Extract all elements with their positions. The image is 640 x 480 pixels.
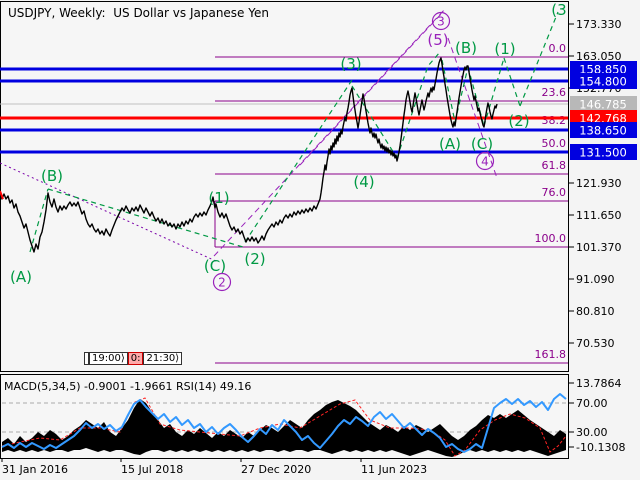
wave-label-A: (A) <box>439 135 461 153</box>
wave-dashed-line-9 <box>483 57 505 127</box>
wave-circle-3 <box>431 11 451 31</box>
wave-dashed-line-11 <box>519 11 559 107</box>
y-tick-91.090: 91.090 <box>576 273 615 286</box>
wave-label-4: (4) <box>353 173 374 191</box>
wave-label-1: (1) <box>494 40 515 58</box>
indicator-tick--10.1308: -10.1308 <box>576 441 625 454</box>
y-tick-121.930: 121.930 <box>576 177 622 190</box>
chart-title: USDJPY, Weekly: US Dollar vs Japanese Ye… <box>8 6 269 20</box>
price-line <box>0 57 498 253</box>
price-badge-131.500 <box>570 144 637 160</box>
wave-dashed-line-8 <box>467 66 485 127</box>
macd-signal-line <box>1 397 567 457</box>
wave-dashed-line-2 <box>47 188 244 248</box>
wave-label-2: (2) <box>508 112 529 130</box>
x-label-27-Dec-2020: 27 Dec 2020 <box>241 463 311 476</box>
indicator-label: MACD(5,34,5) -0.9001 -1.9661 RSI(14) 49.… <box>4 380 252 393</box>
price-badge-text-146.785: 146.785 <box>579 98 627 112</box>
fib-label-0.0: 0.0 <box>549 42 567 55</box>
timer-close-time: 21:30⟩ <box>143 352 183 365</box>
y-tick-80.810: 80.810 <box>576 305 615 318</box>
fib-label-23.6: 23.6 <box>542 86 567 99</box>
price-badge-146.785 <box>570 96 637 112</box>
wave-label-circled-2: 2 <box>218 276 226 290</box>
wave-label-5: (5) <box>427 31 448 49</box>
wave-label-3: (3) <box>340 55 361 73</box>
wave-label-1: (1) <box>208 189 229 207</box>
fib-label-50.0: 50.0 <box>542 137 567 150</box>
price-badge-138.650 <box>570 122 637 138</box>
wave-label-circled-4: 4 <box>481 155 489 169</box>
indicator-tick-70.00: 70.00 <box>576 397 608 410</box>
timer-countdown: 0: <box>127 352 144 365</box>
wave-circle-2 <box>212 272 232 292</box>
macd-histogram <box>2 399 566 457</box>
wave-label-circled-3: 3 <box>437 15 445 29</box>
wave-label-2: (2) <box>244 250 265 268</box>
fib-label-38.2: 38.2 <box>542 114 567 127</box>
fib-label-161.8: 161.8 <box>535 348 567 361</box>
wave-label-3: (3 <box>551 1 566 19</box>
y-tick-163.050: 163.050 <box>576 50 622 63</box>
fib-label-100.0: 100.0 <box>535 232 567 245</box>
y-tick-111.650: 111.650 <box>576 209 622 222</box>
x-label-11-Jun-2023: 11 Jun 2023 <box>361 463 427 476</box>
price-badge-text-131.500: 131.500 <box>579 146 627 160</box>
wave-label-C: (C) <box>204 257 226 275</box>
indicator-tick-30.00: 30.00 <box>576 426 608 439</box>
main-panel <box>0 1 569 372</box>
wave-dashed-line-6 <box>441 59 456 123</box>
timer-lead-cell <box>84 352 89 365</box>
x-label-31-Jan-2016: 31 Jan 2016 <box>2 463 68 476</box>
price-badge-text-154.800: 154.800 <box>579 75 627 89</box>
fib-label-61.8: 61.8 <box>542 159 567 172</box>
y-tick-70.530: 70.530 <box>576 337 615 350</box>
wave-label-A: (A) <box>10 268 32 286</box>
fib-label-76.0: 76.0 <box>542 186 567 199</box>
wave-label-B: (B) <box>41 167 63 185</box>
channel-dashed-line-1 <box>213 7 447 257</box>
wave-circle-4 <box>475 151 495 171</box>
rsi-line <box>1 393 567 453</box>
y-tick-101.370: 101.370 <box>576 241 622 254</box>
wave-dashed-line-1 <box>29 188 49 253</box>
price-badge-text-138.650: 138.650 <box>579 124 627 138</box>
channel-dashed-line-2 <box>299 11 444 166</box>
x-label-15-Jul-2018: 15 Jul 2018 <box>121 463 183 476</box>
price-line-start-red <box>0 190 4 200</box>
wave-label-B: (B) <box>455 39 477 57</box>
channel-dashed-line-3 <box>447 37 498 179</box>
price-badge-154.800 <box>570 73 637 89</box>
indicator-tick-13.7864: 13.7864 <box>576 377 622 390</box>
session-timer: 19:00⟩ 0: 21:30⟩ <box>84 352 183 365</box>
wave-label-C: (C) <box>471 135 493 153</box>
y-tick-173.330: 173.330 <box>576 18 622 31</box>
wave-dashed-line-5 <box>396 51 441 159</box>
timer-open-time: 19:00⟩ <box>89 352 128 365</box>
